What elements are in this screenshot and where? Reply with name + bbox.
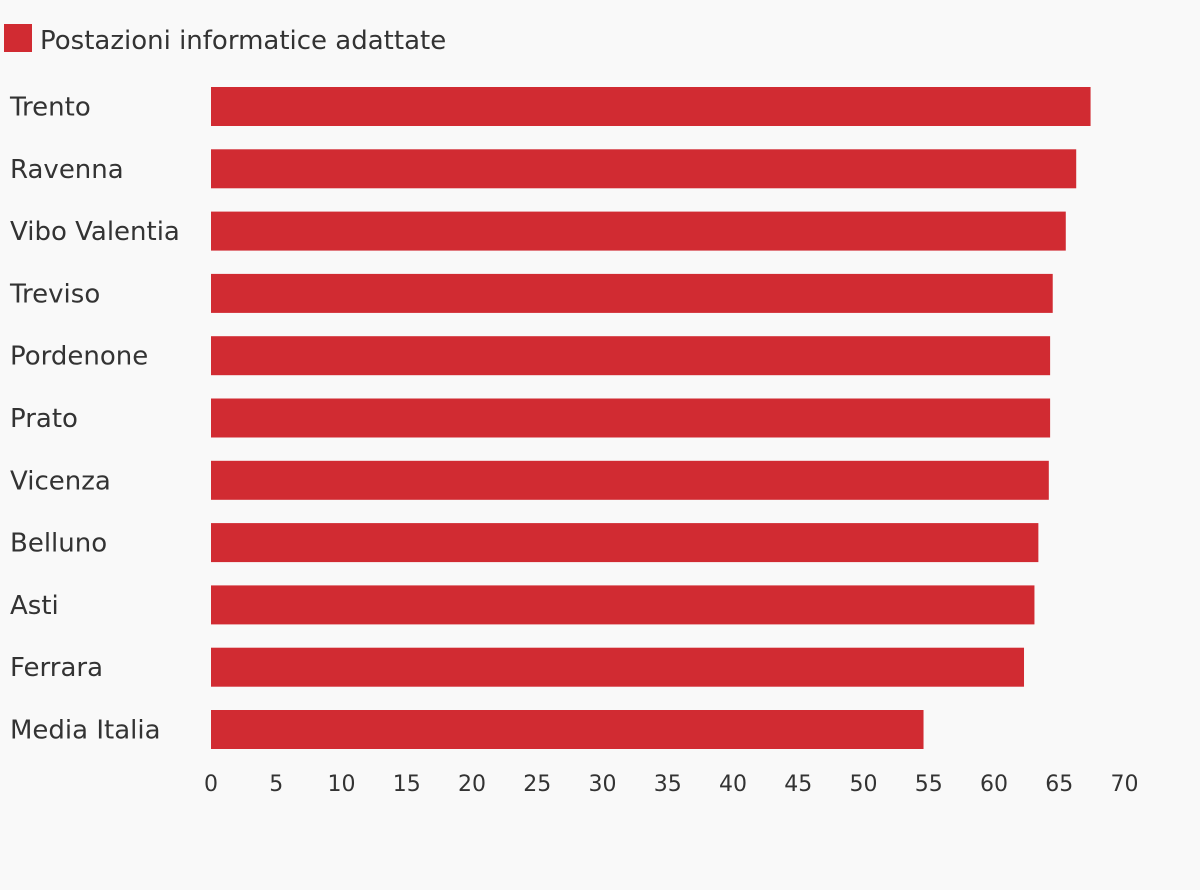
x-tick-label: 15 [393, 772, 421, 797]
bar [211, 460, 1049, 500]
x-tick-label: 35 [654, 772, 682, 797]
bar [211, 647, 1025, 687]
x-tick-label: 50 [850, 772, 878, 797]
legend-label: Postazioni informatice adattate [40, 26, 447, 56]
bar [211, 398, 1051, 438]
category-label: Ravenna [10, 155, 124, 185]
category-label: Vibo Valentia [10, 217, 180, 247]
x-tick-label: 45 [784, 772, 812, 797]
x-tick-label: 10 [328, 772, 356, 797]
category-label: Belluno [10, 529, 107, 559]
x-tick-label: 30 [589, 772, 617, 797]
bar [211, 336, 1051, 376]
x-tick-label: 40 [719, 772, 747, 797]
x-tick-label: 25 [523, 772, 551, 797]
category-label: Asti [10, 591, 59, 621]
category-label: Treviso [9, 279, 100, 309]
x-tick-label: 60 [980, 772, 1008, 797]
category-label: Ferrara [10, 653, 103, 683]
category-label: Media Italia [10, 716, 161, 746]
legend: Postazioni informatice adattate [4, 24, 447, 56]
x-tick-label: 5 [269, 772, 283, 797]
category-label: Prato [10, 404, 78, 434]
bar [211, 585, 1035, 625]
bar [211, 149, 1077, 189]
x-tick-label: 70 [1111, 772, 1139, 797]
bar [211, 710, 924, 749]
category-label: Vicenza [10, 466, 111, 496]
category-label: Pordenone [10, 342, 148, 372]
x-tick-label: 20 [458, 772, 486, 797]
bar [211, 523, 1039, 563]
bar [211, 87, 1091, 126]
x-tick-label: 65 [1045, 772, 1073, 797]
category-label: Trento [9, 93, 91, 123]
x-tick-label: 0 [204, 772, 218, 797]
bar [211, 211, 1066, 251]
bar [211, 273, 1053, 313]
x-tick-label: 55 [915, 772, 943, 797]
legend-swatch [4, 24, 32, 52]
